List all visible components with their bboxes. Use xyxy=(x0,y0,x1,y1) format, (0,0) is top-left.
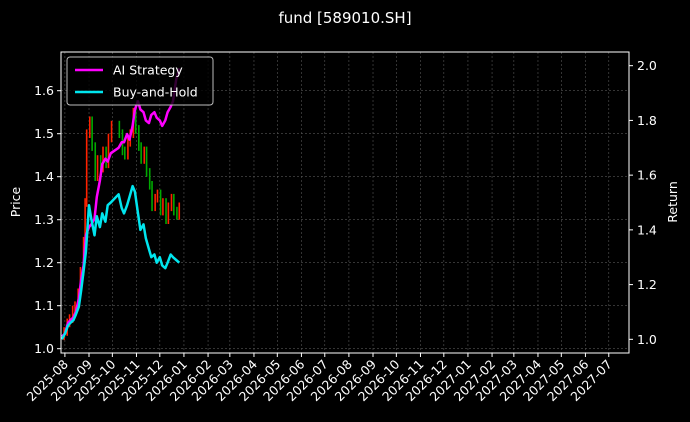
right-tick-label: 1.2 xyxy=(637,277,657,292)
left-tick-label: 1.2 xyxy=(34,255,54,270)
left-tick-label: 1.1 xyxy=(34,298,54,313)
left-tick-label: 1.0 xyxy=(34,341,54,356)
grid xyxy=(61,52,629,353)
legend: AI Strategy Buy-and-Hold xyxy=(66,56,214,106)
plot-frame xyxy=(60,51,630,354)
right-tick-label: 1.8 xyxy=(637,113,657,128)
right-tick-label: 1.0 xyxy=(637,332,657,347)
left-tick-label: 1.6 xyxy=(34,83,54,98)
right-tick-label: 2.0 xyxy=(637,58,657,73)
y-axis-label-right: Return xyxy=(665,181,680,222)
legend-box xyxy=(66,56,214,106)
right-tick-label: 1.4 xyxy=(637,222,657,237)
left-tick-label: 1.5 xyxy=(34,126,54,141)
y-axis-label-left: Price xyxy=(8,186,23,217)
right-tick-label: 1.6 xyxy=(637,168,657,183)
legend-label-buy-and-hold: Buy-and-Hold xyxy=(113,85,198,100)
right-axis: 1.0 1.2 1.4 1.6 1.8 2.0 xyxy=(629,58,657,347)
series-line-buy-and-hold xyxy=(60,184,181,340)
series-lines xyxy=(60,68,181,340)
legend-label-ai-strategy: AI Strategy xyxy=(113,63,183,78)
left-tick-label: 1.4 xyxy=(34,169,54,184)
left-axis: 1.0 1.1 1.2 1.3 1.4 1.5 1.6 xyxy=(34,83,61,356)
series-line-ai-strategy xyxy=(60,68,181,338)
left-tick-label: 1.3 xyxy=(34,212,54,227)
chart-title: fund [589010.SH] xyxy=(278,9,411,27)
